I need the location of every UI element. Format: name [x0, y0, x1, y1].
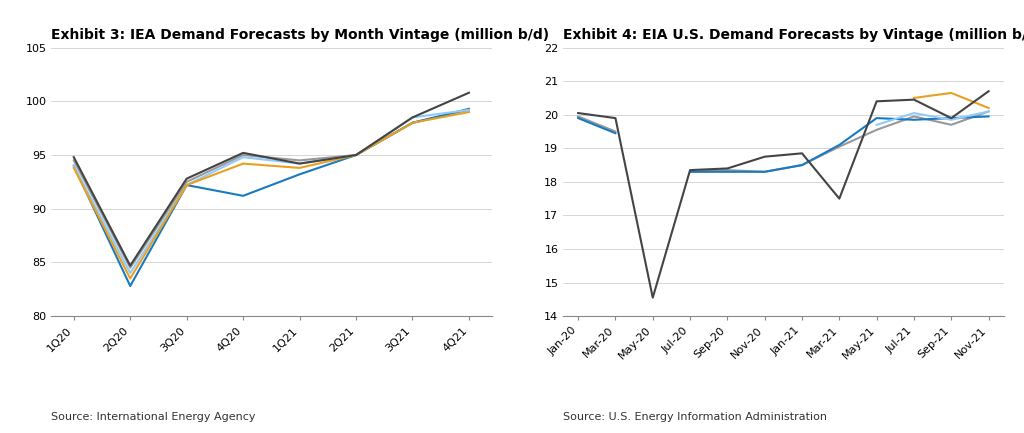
Jun-21 — [237, 155, 249, 160]
Jan-21 — [68, 158, 80, 163]
Jun-21 — [982, 109, 994, 114]
Sep-21 — [407, 120, 419, 126]
Mar-21 — [350, 152, 362, 158]
Mar-21 — [407, 120, 419, 126]
Line: Jan-21: Jan-21 — [74, 110, 469, 268]
Actual — [870, 99, 883, 104]
Text: Source: International Energy Agency: Source: International Energy Agency — [51, 412, 256, 422]
Jun-21 — [350, 152, 362, 158]
Sep-21 — [982, 105, 994, 110]
Jan-21 — [350, 152, 362, 158]
Actual — [237, 150, 249, 155]
Jun-21 — [124, 271, 136, 276]
Mar-21 — [180, 182, 193, 187]
Actual — [834, 196, 846, 201]
Actual — [908, 97, 921, 102]
Text: Source: U.S. Energy Information Administration: Source: U.S. Energy Information Administ… — [563, 412, 827, 422]
Sep-21 — [945, 90, 957, 96]
Sep-21 — [908, 95, 921, 100]
Actual — [180, 176, 193, 181]
Line: Jun-21: Jun-21 — [74, 110, 469, 273]
Jun-21 — [945, 117, 957, 123]
Jan-21 — [237, 152, 249, 158]
Jan-21 — [463, 107, 475, 113]
Line: Sep-21: Sep-21 — [74, 112, 469, 278]
Line: Mar-21: Mar-21 — [579, 118, 615, 133]
Actual — [646, 295, 658, 300]
Actual — [982, 89, 994, 94]
Line: Actual: Actual — [74, 93, 469, 265]
Jun-21 — [180, 182, 193, 187]
Mar-21 — [572, 116, 585, 121]
Mar-21 — [237, 193, 249, 198]
Actual — [609, 116, 622, 121]
Sep-21 — [68, 165, 80, 171]
Jun-21 — [294, 161, 306, 166]
Actual — [796, 151, 808, 156]
Sep-21 — [294, 165, 306, 171]
Line: Mar-21: Mar-21 — [74, 109, 469, 286]
Actual — [759, 154, 771, 159]
Actual — [68, 155, 80, 160]
Actual — [684, 168, 696, 173]
Actual — [572, 110, 585, 116]
Jan-21 — [407, 120, 419, 126]
Actual — [124, 263, 136, 268]
Sep-21 — [124, 276, 136, 281]
Jun-21 — [908, 110, 921, 116]
Jun-21 — [407, 115, 419, 120]
Actual — [294, 161, 306, 166]
Jan-21 — [572, 114, 585, 119]
Text: Exhibit 3: IEA Demand Forecasts by Month Vintage (million b/d): Exhibit 3: IEA Demand Forecasts by Month… — [51, 28, 549, 42]
Jan-21 — [609, 129, 622, 134]
Jun-21 — [463, 107, 475, 113]
Jun-21 — [870, 122, 883, 127]
Actual — [721, 166, 733, 171]
Mar-21 — [463, 106, 475, 111]
Mar-21 — [124, 284, 136, 289]
Jan-21 — [124, 265, 136, 270]
Actual — [945, 116, 957, 121]
Sep-21 — [463, 110, 475, 115]
Sep-21 — [350, 152, 362, 158]
Line: Jun-21: Jun-21 — [877, 111, 988, 125]
Mar-21 — [294, 172, 306, 177]
Actual — [407, 115, 419, 120]
Jun-21 — [68, 163, 80, 168]
Mar-21 — [68, 163, 80, 168]
Line: Sep-21: Sep-21 — [914, 93, 988, 108]
Line: Jan-21: Jan-21 — [579, 116, 615, 132]
Sep-21 — [180, 182, 193, 187]
Line: Actual: Actual — [579, 91, 988, 297]
Actual — [463, 90, 475, 95]
Jan-21 — [294, 158, 306, 163]
Actual — [350, 152, 362, 158]
Jan-21 — [180, 179, 193, 184]
Sep-21 — [237, 161, 249, 166]
Text: Exhibit 4: EIA U.S. Demand Forecasts by Vintage (million b/d): Exhibit 4: EIA U.S. Demand Forecasts by … — [563, 28, 1024, 42]
Mar-21 — [609, 131, 622, 136]
